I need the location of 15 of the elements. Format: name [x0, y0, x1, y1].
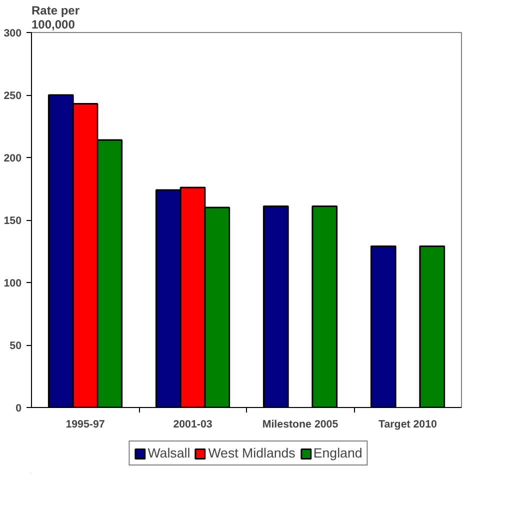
- y-tick-label: 50: [10, 340, 22, 352]
- y-tick-label: 300: [4, 28, 22, 40]
- y-tick-label: 250: [4, 90, 22, 102]
- y-axis-title: Rate per 100,000: [32, 4, 80, 32]
- legend-label: West Midlands: [208, 446, 296, 460]
- y-tick-label: 0: [16, 402, 22, 414]
- legend-label: England: [313, 446, 362, 460]
- x-tick-label: 1995-97: [66, 418, 105, 430]
- x-tick-label: Target 2010: [378, 418, 438, 430]
- y-tick-label: 200: [4, 152, 22, 164]
- legend-label: Walsall: [148, 446, 190, 460]
- x-tick-label: Milestone 2005: [262, 418, 338, 430]
- y-tick-label: 150: [4, 215, 22, 227]
- y-tick-label: 100: [4, 278, 22, 290]
- x-tick-label: 2001-03: [173, 418, 212, 430]
